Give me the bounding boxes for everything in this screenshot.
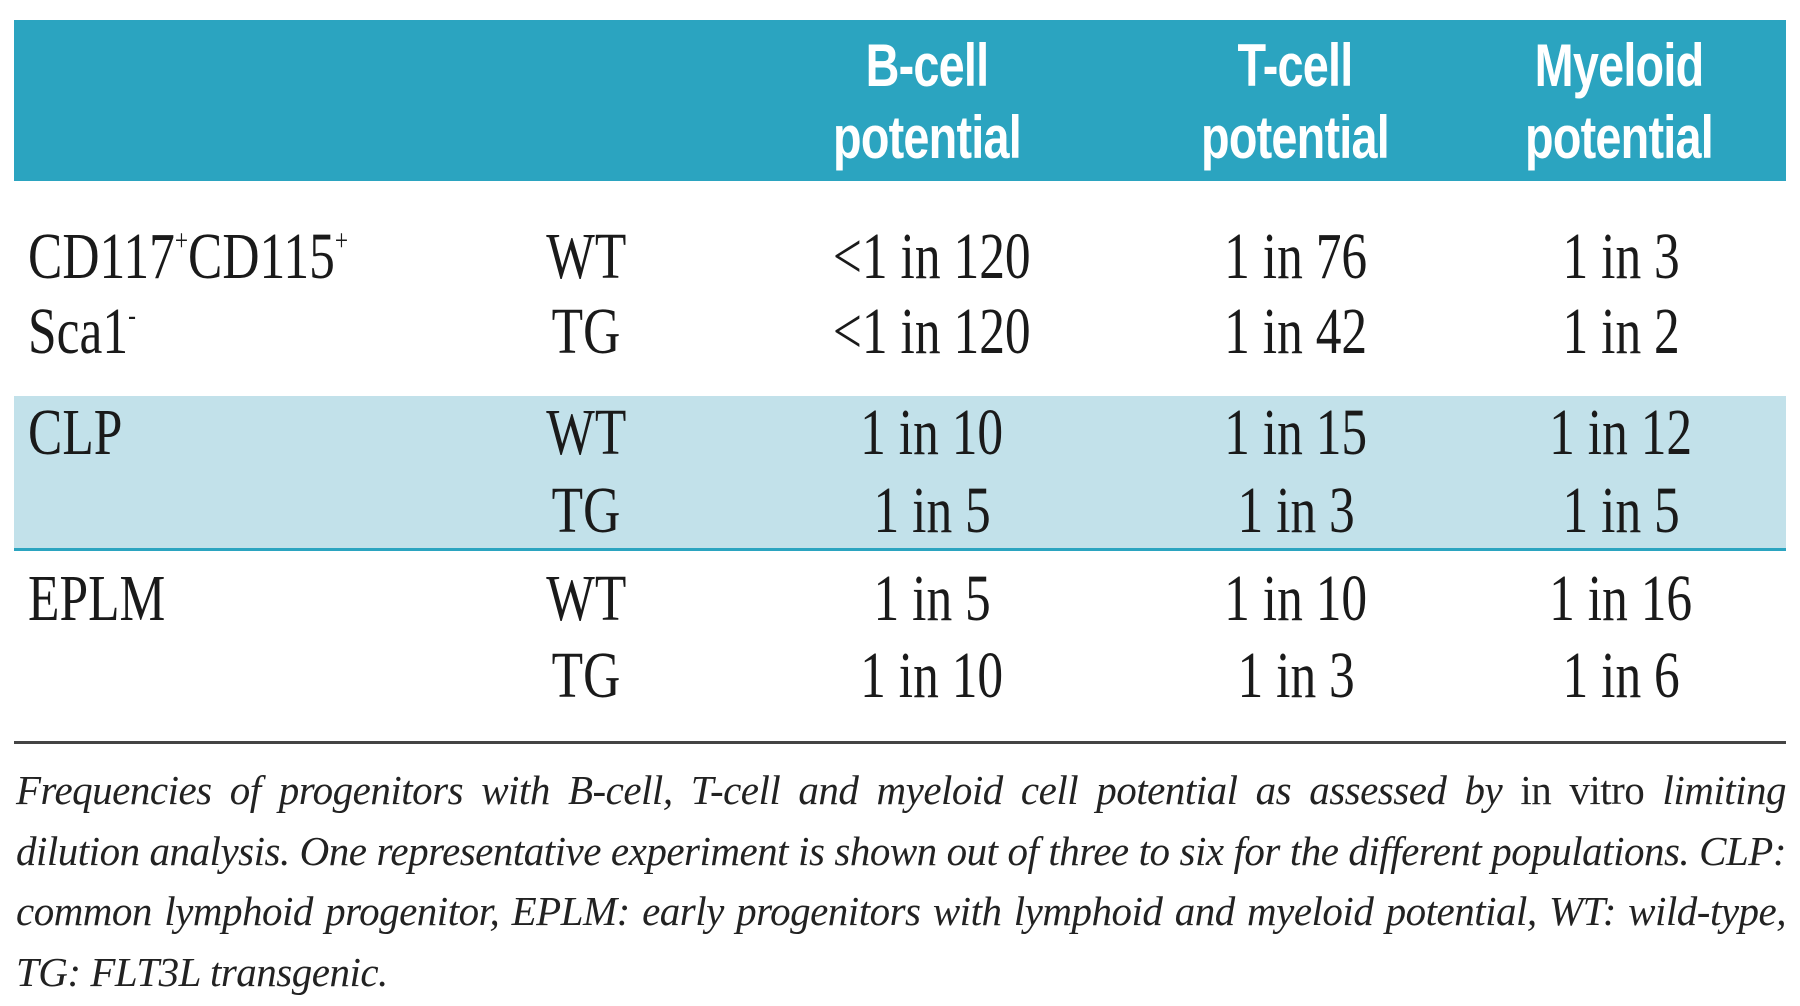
cell-text: 1 in 15	[1224, 396, 1368, 469]
table-cell-myeloid: 1 in 5	[1441, 478, 1800, 544]
cell-text: TG	[551, 639, 621, 712]
header-text: B-cell	[865, 32, 990, 99]
cell-text: WT	[545, 396, 627, 469]
label-sup: +	[334, 224, 349, 257]
table-cell-myeloid: 1 in 2	[1441, 299, 1800, 365]
table-cell-genotype: TG	[406, 299, 766, 365]
cell-text: TG	[551, 295, 621, 368]
cell-text: TG	[551, 474, 621, 547]
caption-text: limiting dilution analysis. One represen…	[16, 767, 1787, 995]
cell-text: 1 in 16	[1549, 562, 1693, 635]
table-cell-genotype: TG	[406, 643, 766, 709]
table-cell-genotype: WT	[406, 400, 766, 466]
table-cell-myeloid: 1 in 16	[1441, 566, 1800, 632]
clp-band	[14, 396, 1786, 548]
table-cell-tcell: 1 in 76	[1116, 224, 1476, 290]
table-cell-genotype: WT	[406, 224, 766, 290]
table-header: B-cell potential T-cell potential Myeloid p…	[14, 20, 1786, 181]
label-sup: -	[128, 299, 136, 332]
cell-text: 1 in 3	[1237, 639, 1355, 712]
header-text: potential	[1201, 104, 1390, 171]
label-text: CLP	[28, 396, 123, 469]
caption-text: Frequencies of progenitors with B-cell, …	[16, 767, 1521, 813]
cell-text: 1 in 12	[1549, 396, 1693, 469]
cell-text: WT	[545, 220, 627, 293]
cell-text: 1 in 42	[1224, 295, 1368, 368]
table-cell-tcell: 1 in 3	[1116, 643, 1476, 709]
cell-text: 1 in 10	[860, 639, 1004, 712]
table-cell-bcell: 1 in 5	[752, 566, 1112, 632]
table-cell-myeloid: 1 in 6	[1441, 643, 1800, 709]
cell-text: 1 in 76	[1224, 220, 1368, 293]
cell-text: <1 in 120	[833, 295, 1031, 368]
table-cell-bcell: 1 in 10	[752, 400, 1112, 466]
header-bcell: B-cell potential	[802, 30, 1052, 174]
cell-text: 1 in 10	[1224, 562, 1368, 635]
cell-text: 1 in 5	[873, 474, 991, 547]
cell-text: 1 in 5	[873, 562, 991, 635]
cell-text: <1 in 120	[833, 220, 1031, 293]
table-caption: Frequencies of progenitors with B-cell, …	[16, 760, 1787, 1002]
header-text: T-cell	[1237, 32, 1354, 99]
table-cell-bcell: <1 in 120	[752, 299, 1112, 365]
cell-text: 1 in 5	[1562, 474, 1680, 547]
label-text: CD117	[28, 220, 175, 293]
table-cell-genotype: TG	[406, 478, 766, 544]
caption-rule	[14, 741, 1786, 744]
label-text: EPLM	[28, 562, 166, 635]
row-label: Sca1-	[28, 299, 166, 365]
caption-text: in vitro	[1520, 767, 1645, 813]
row-label: CD117+CD115+	[28, 224, 438, 290]
cell-text: 1 in 3	[1562, 220, 1680, 293]
row-label: EPLM	[28, 566, 204, 632]
table-cell-bcell: 1 in 5	[752, 478, 1112, 544]
label-sup: +	[174, 224, 189, 257]
table-cell-bcell: <1 in 120	[752, 224, 1112, 290]
header-tcell: T-cell potential	[1170, 30, 1420, 174]
table-cell-tcell: 1 in 15	[1116, 400, 1476, 466]
table-cell-bcell: 1 in 10	[752, 643, 1112, 709]
label-text: Sca1	[28, 295, 129, 368]
table-cell-myeloid: 1 in 12	[1441, 400, 1800, 466]
cell-text: 1 in 3	[1237, 474, 1355, 547]
table-cell-genotype: WT	[406, 566, 766, 632]
header-text: Myeloid	[1534, 32, 1705, 99]
cell-text: 1 in 10	[860, 396, 1004, 469]
cell-text: WT	[545, 562, 627, 635]
table-cell-tcell: 1 in 10	[1116, 566, 1476, 632]
header-myeloid: Myeloid potential	[1494, 30, 1744, 174]
row-label: CLP	[28, 400, 149, 466]
header-text: potential	[1525, 104, 1714, 171]
table-cell-tcell: 1 in 3	[1116, 478, 1476, 544]
table-cell-tcell: 1 in 42	[1116, 299, 1476, 365]
label-text: CD115	[188, 220, 335, 293]
header-text: potential	[833, 104, 1022, 171]
table-cell-myeloid: 1 in 3	[1441, 224, 1800, 290]
cell-text: 1 in 2	[1562, 295, 1680, 368]
cell-text: 1 in 6	[1562, 639, 1680, 712]
divider	[14, 548, 1786, 551]
